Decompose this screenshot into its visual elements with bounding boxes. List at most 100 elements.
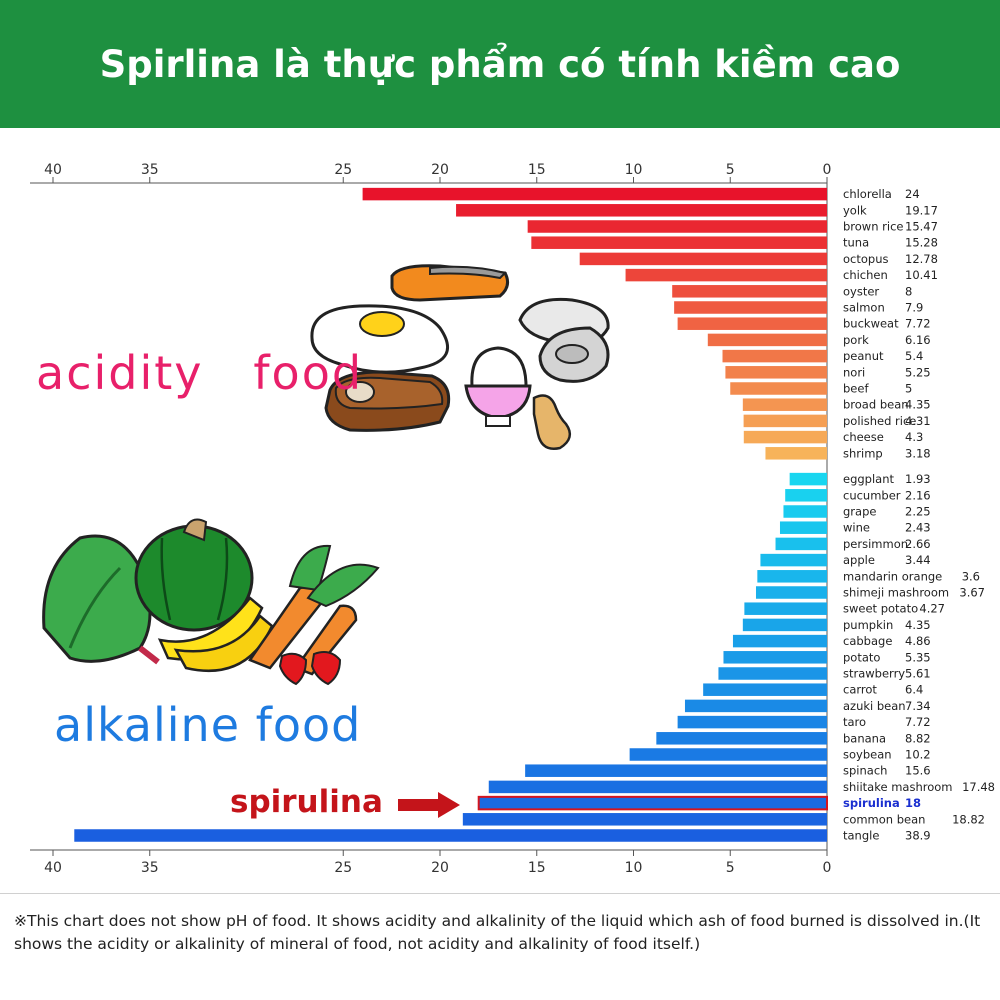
category-label: chichen [843, 268, 888, 282]
bar-acid-brown-rice [527, 220, 827, 233]
value-label: 18 [905, 796, 921, 810]
acid-alkaline-bar-chart: 40 35 25 20 15 10 5 0 40 35 25 20 15 10 5 0 [30, 162, 995, 876]
bottom-tick-label: 0 [823, 860, 832, 876]
bar-alk-taro [677, 715, 827, 729]
value-label: 3.18 [905, 446, 931, 460]
bar-alk-shimeji-mashroom [755, 586, 827, 599]
spirulina-arrow [398, 792, 460, 818]
top-tick-label: 10 [625, 162, 643, 178]
bar-alk-strawberry [718, 667, 827, 680]
bar-acid-peanut [722, 349, 827, 363]
category-label: taro [843, 715, 866, 729]
bottom-tick-label: 40 [44, 860, 62, 876]
category-label: brown rice [843, 220, 903, 234]
category-label: grape [843, 505, 876, 519]
category-label: shiitake mashroom [843, 780, 953, 794]
bar-alk-persimmon [775, 537, 827, 551]
bar-acid-shrimp [765, 447, 827, 460]
footnote-text: ※This chart does not show pH of food. It… [14, 912, 981, 953]
category-label: shrimp [843, 446, 883, 460]
category-label: azuki bean [843, 699, 906, 713]
value-label: 8.82 [905, 731, 931, 745]
value-label: 1.93 [905, 472, 931, 486]
value-label: 7.34 [905, 699, 931, 713]
carrot-illustration [248, 544, 380, 676]
spinach-illustration [42, 534, 160, 665]
category-label: apple [843, 553, 875, 567]
fried-egg-illustration [310, 304, 450, 374]
category-label: mandarin orange [843, 569, 942, 583]
bottom-tick-label: 20 [431, 860, 449, 876]
food-illustrations [42, 264, 610, 686]
category-label: beef [843, 382, 869, 396]
value-label: 12.78 [905, 252, 938, 266]
category-label: chlorella [843, 187, 892, 201]
value-label: 5 [905, 382, 912, 396]
category-label: cabbage [843, 634, 892, 648]
bar-acid-chlorella [362, 187, 827, 201]
value-label: 2.16 [905, 488, 931, 502]
value-label: 3.44 [905, 553, 931, 567]
bottom-tick-label: 25 [334, 860, 352, 876]
rice-bowl-illustration [464, 346, 532, 427]
category-label: eggplant [843, 472, 895, 486]
category-label: octopus [843, 252, 888, 266]
bar-alk-carrot [703, 683, 827, 696]
chart-area: 40 35 25 20 15 10 5 0 40 35 25 20 15 10 5 0 [0, 128, 1000, 894]
bar-alk-soybean [629, 748, 827, 761]
category-label: pork [843, 333, 869, 347]
value-label: 2.43 [905, 521, 931, 535]
category-label: yolk [843, 203, 867, 217]
banana-illustration [157, 596, 274, 673]
bottom-tick-label: 5 [726, 860, 735, 876]
value-label: 18.82 [952, 812, 985, 826]
bar-alk-eggplant [789, 472, 827, 486]
category-label: cucumber [843, 488, 901, 502]
value-label: 7.72 [905, 715, 931, 729]
value-label: 3.6 [962, 569, 980, 583]
bar-alk-common-bean [462, 813, 827, 826]
category-label: salmon [843, 301, 885, 315]
bar-acid-octopus [579, 252, 827, 266]
value-label: 2.66 [905, 537, 931, 551]
value-label: 6.4 [905, 683, 923, 697]
category-label: potato [843, 650, 880, 664]
value-label: 4.35 [905, 618, 931, 632]
value-label: 24 [905, 187, 920, 201]
top-tick-label: 25 [334, 162, 352, 178]
strawberry-illustration [278, 651, 342, 686]
value-label: 2.25 [905, 505, 931, 519]
value-label: 5.25 [905, 365, 931, 379]
acidity-food-label: acidity food [36, 346, 364, 400]
value-label: 15.28 [905, 236, 938, 250]
bar-acid-cheese [743, 430, 827, 444]
bar-acid-polished-rice [743, 414, 827, 428]
pumpkin-illustration [134, 518, 254, 632]
bottom-tick-label: 35 [141, 860, 159, 876]
value-label: 6.16 [905, 333, 931, 347]
category-label: tangle [843, 829, 879, 843]
category-label: persimmon [843, 537, 908, 551]
bar-alk-cabbage [732, 634, 827, 648]
bar-alk-pumpkin [742, 618, 827, 632]
value-label: 10.41 [905, 268, 938, 282]
top-tick-label: 35 [141, 162, 159, 178]
value-label: 19.17 [905, 203, 938, 217]
category-label: pumpkin [843, 618, 893, 632]
bar-alk-potato [723, 651, 827, 664]
category-label: nori [843, 365, 865, 379]
bar-alk-tangle [74, 829, 827, 842]
bar-acid-beef [730, 382, 827, 395]
footnote-divider [0, 893, 1000, 894]
bar-acid-salmon [674, 301, 827, 314]
category-label: wine [843, 521, 870, 535]
category-label: carrot [843, 683, 877, 697]
bar-acid-pork [707, 333, 827, 347]
category-label: buckweat [843, 317, 899, 331]
bottom-tick-label: 10 [625, 860, 643, 876]
bar-acid-buckweat [677, 317, 827, 330]
value-label: 4.35 [905, 398, 931, 412]
category-label: sweet potato [843, 602, 918, 616]
bar-alk-wine [779, 521, 827, 534]
category-label: banana [843, 731, 886, 745]
